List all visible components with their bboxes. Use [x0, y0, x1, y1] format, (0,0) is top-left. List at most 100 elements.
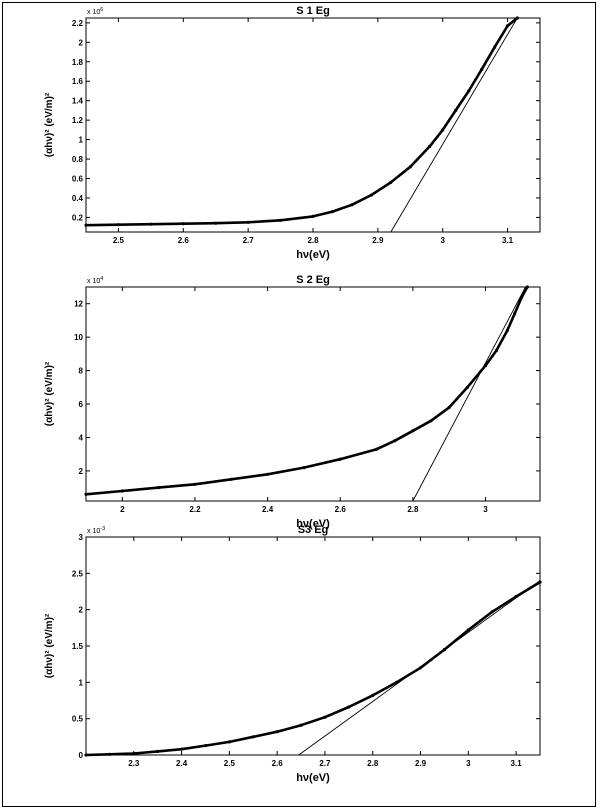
x-axis-label: hν(eV) — [296, 249, 330, 261]
plot-area — [85, 17, 541, 233]
data-point — [483, 364, 488, 368]
data-point — [157, 486, 161, 490]
x-tick-label: 2.5 — [224, 759, 236, 768]
x-tick-label: 2.3 — [128, 759, 140, 768]
data-point — [525, 285, 529, 289]
x-axis-label: hν(eV) — [296, 518, 330, 530]
data-point — [193, 482, 197, 486]
data-point — [266, 472, 270, 476]
y-tick-label: 0.8 — [72, 155, 84, 164]
data-point — [408, 165, 412, 169]
chart-panel-1: S 1 Eg 2.5 2.6 2.7 2.8 2.9 3 3.1 0.2 0.4 0.6 0.8 1 1.… — [44, 5, 541, 261]
x-tick-label: 3 — [466, 759, 471, 768]
data-point — [493, 45, 497, 49]
y-tick-label: 10 — [74, 333, 83, 342]
chart-title: S3 Eg — [298, 524, 329, 536]
data-point — [203, 744, 208, 748]
data-point — [323, 715, 327, 719]
y-axis-label: (αhν)² (eV/m)² — [44, 92, 55, 157]
y-tick-label: 1 — [79, 136, 84, 145]
y-tick-label: 6 — [79, 400, 84, 409]
y-tick-label: 1.5 — [72, 642, 84, 651]
data-point — [279, 218, 283, 222]
x-tick-label: 2.9 — [415, 759, 427, 768]
data-point — [299, 723, 303, 727]
y-tick-label: 2.2 — [72, 19, 84, 28]
x-tick-label: 3 — [483, 505, 488, 514]
data-point — [311, 214, 315, 218]
data-point — [393, 439, 397, 443]
x-tick-label: 2.9 — [372, 236, 384, 245]
y-tick-label: 1.4 — [72, 97, 84, 106]
chart-panel-2: S 2 Eg 2 2.2 2.4 2.6 2.8 3 2 4 6 8 10 12 x 104 hν(eV) (… — [44, 274, 541, 530]
data-series-line — [84, 16, 519, 227]
y-exponent-label: x 104 — [87, 276, 103, 285]
x-tick-label: 2.6 — [335, 505, 347, 514]
data-point — [389, 180, 393, 184]
x-tick-label: 2.8 — [407, 505, 419, 514]
data-point — [494, 348, 498, 353]
x-tick-label: 2.4 — [176, 759, 188, 768]
data-point — [227, 740, 231, 744]
x-tick-label: 2 — [120, 505, 125, 514]
data-point — [454, 108, 458, 112]
x-tick-label: 2.5 — [113, 236, 125, 245]
y-tick-label: 4 — [79, 433, 84, 442]
x-tick-label: 2.7 — [319, 759, 331, 768]
data-point — [84, 492, 88, 496]
data-point — [520, 295, 524, 299]
y-tick-label: 12 — [74, 300, 83, 309]
x-tick-label: 2.8 — [307, 236, 319, 245]
x-tick-label: 3 — [440, 236, 445, 245]
y-exponent-power: 4 — [100, 276, 103, 282]
y-tick-label: 3 — [79, 533, 84, 542]
data-point — [369, 193, 373, 197]
x-tick-label: 2.8 — [367, 759, 379, 768]
data-point — [506, 24, 510, 28]
y-exponent-power: 6 — [100, 7, 103, 13]
data-point — [229, 477, 233, 481]
y-tick-label: 0.4 — [72, 194, 84, 203]
y-tick-label: 1 — [79, 678, 84, 687]
y-axis-label: (αhν)² (eV/m)² — [44, 613, 55, 678]
data-point — [418, 666, 423, 670]
data-point — [132, 751, 136, 756]
data-point — [442, 648, 446, 652]
data-point — [480, 68, 484, 72]
data-point — [505, 328, 509, 333]
y-tick-label: 2 — [79, 467, 84, 476]
y-tick-label: 0 — [79, 751, 84, 760]
x-tick-label: 3.1 — [502, 236, 514, 245]
y-tick-label: 8 — [79, 367, 84, 376]
data-point — [120, 489, 124, 493]
data-point — [275, 730, 279, 734]
y-exponent-label: x 106 — [87, 7, 103, 16]
x-tick-label: 2.4 — [262, 505, 274, 514]
data-point — [338, 457, 342, 461]
data-point — [490, 610, 494, 614]
tauc-fit-line — [390, 17, 518, 233]
data-point — [447, 405, 451, 409]
data-series-line — [84, 285, 529, 496]
data-point — [371, 693, 375, 698]
data-point — [181, 222, 185, 226]
data-point — [513, 312, 517, 316]
data-point — [116, 223, 120, 227]
y-tick-label: 2.5 — [72, 569, 84, 578]
y-tick-label: 0.5 — [72, 715, 84, 724]
y-tick-label: 1.2 — [72, 116, 84, 125]
data-point — [84, 753, 88, 757]
data-point — [465, 385, 469, 389]
data-point — [330, 210, 335, 214]
data-point — [466, 628, 470, 632]
chart-title: S 1 Eg — [296, 5, 330, 17]
y-tick-label: 2 — [79, 606, 84, 615]
data-point — [515, 16, 519, 20]
data-point — [538, 580, 542, 584]
data-point — [350, 203, 354, 207]
data-point — [108, 752, 112, 756]
data-point — [428, 144, 432, 148]
data-point — [251, 735, 255, 739]
